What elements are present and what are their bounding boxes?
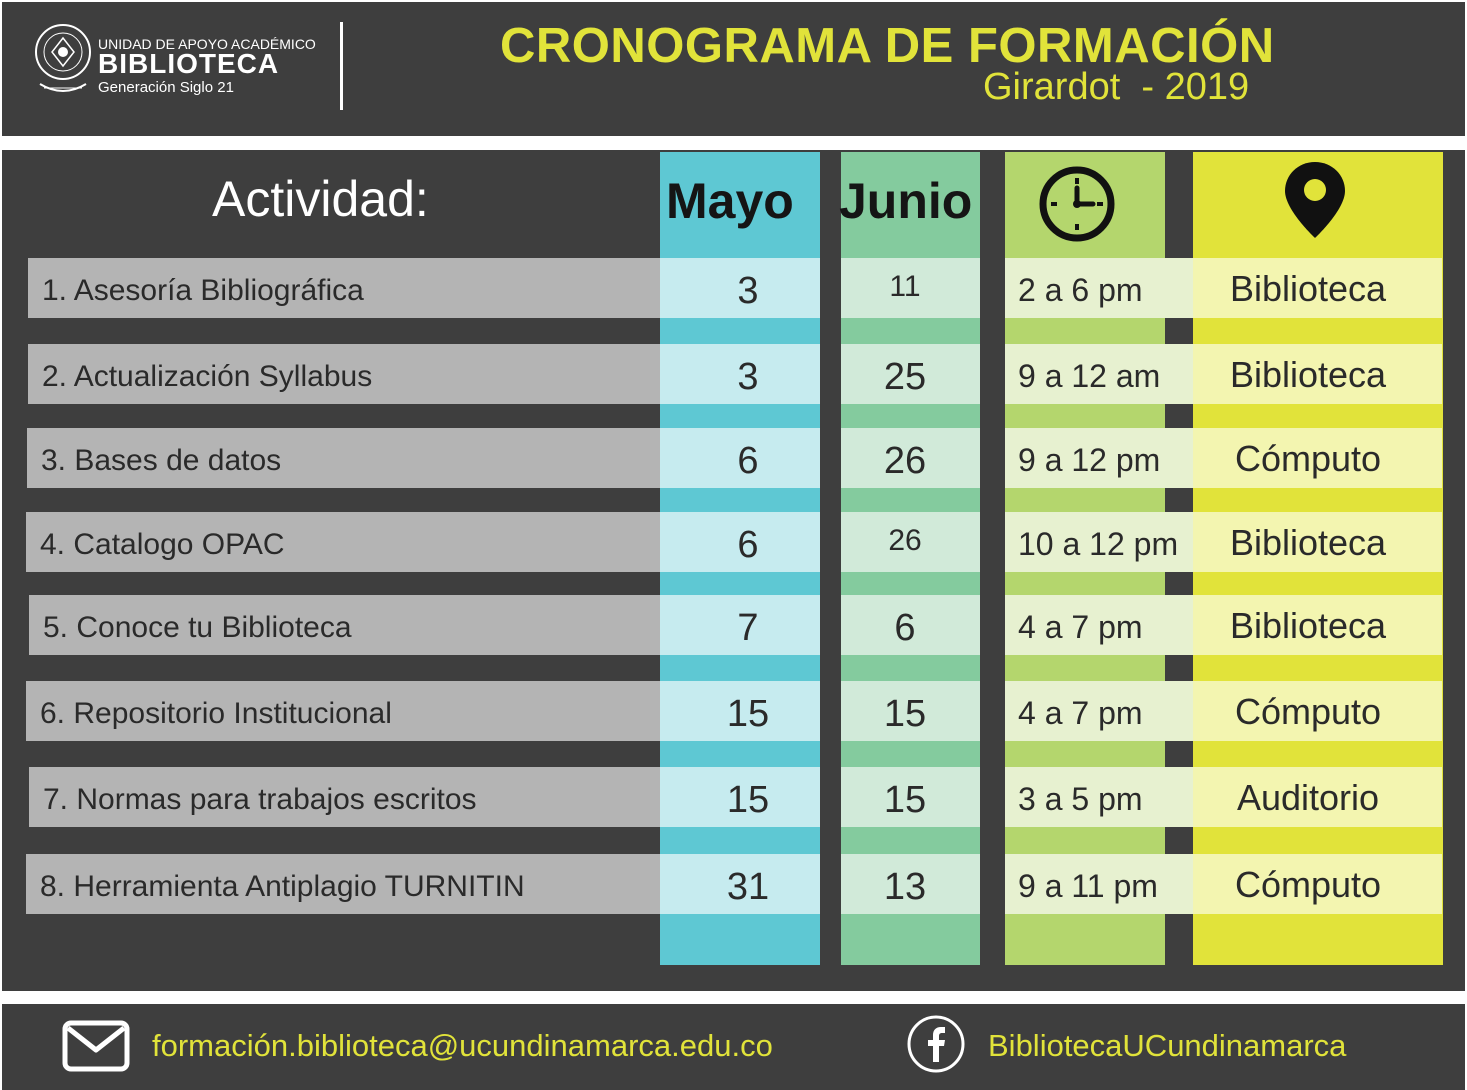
- junio-cell-bg: [841, 767, 980, 827]
- mayo-value: 6: [737, 524, 759, 566]
- junio-value: 6: [894, 607, 916, 649]
- hora-value: 9 a 12 am: [1018, 358, 1161, 394]
- hora-value: 9 a 12 pm: [1018, 442, 1161, 478]
- mayo-value: 15: [726, 693, 770, 735]
- mayo-value: 3: [737, 270, 759, 312]
- mayo-cell-bg: [660, 344, 820, 404]
- activity-row-bg: [29, 767, 660, 827]
- clock-icon: [1039, 166, 1115, 242]
- activity-row-bg: [28, 258, 660, 318]
- header-bar: [2, 2, 1465, 136]
- lugar-value: Cómputo: [1234, 864, 1382, 905]
- email-link[interactable]: formación.biblioteca@ucundinamarca.edu.c…: [152, 1028, 773, 1063]
- activity-row-bg: [29, 595, 660, 655]
- lugar-value: Auditorio: [1236, 777, 1380, 818]
- lugar-value: Cómputo: [1234, 691, 1382, 732]
- activity-name: 4. Catalogo OPAC: [40, 528, 285, 561]
- junio-cell-bg: [841, 258, 980, 318]
- lugar-cell-bg: [1193, 767, 1442, 827]
- university-seal-logo: [35, 24, 91, 92]
- hora-cell-bg: [1005, 767, 1193, 827]
- junio-cell-bg: [841, 428, 980, 488]
- lugar-cell-bg: [1193, 681, 1442, 741]
- logo-unit-text: UNIDAD DE APOYO ACADÉMICO: [98, 36, 316, 52]
- hora-cell-bg: [1005, 258, 1193, 318]
- mayo-cell-bg: [660, 258, 820, 318]
- lugar-cell-bg: [1193, 428, 1442, 488]
- lugar-value: Biblioteca: [1229, 354, 1387, 395]
- hora-value: 3 a 5 pm: [1018, 781, 1143, 817]
- envelope-icon: [62, 1020, 130, 1072]
- lugar-cell-bg: [1193, 512, 1442, 572]
- header-divider: [340, 22, 343, 110]
- mayo-value: 3: [737, 356, 759, 398]
- activity-row-bg: [28, 344, 660, 404]
- mayo-cell-bg: [660, 854, 820, 914]
- activity-name: 3. Bases de datos: [41, 444, 282, 477]
- hora-cell-bg: [1005, 595, 1193, 655]
- lugar-value: Cómputo: [1234, 438, 1382, 479]
- activity-row-bg: [26, 512, 660, 572]
- lugar-cell-bg: [1193, 854, 1442, 914]
- junio-cell-bg: [841, 512, 980, 572]
- lugar-cell-bg: [1193, 595, 1442, 655]
- hora-cell-bg: [1005, 428, 1193, 488]
- lugar-cell-bg: [1193, 344, 1442, 404]
- page-title: CRONOGRAMA DE FORMACIÓN: [500, 19, 1275, 73]
- activity-row-bg: [26, 854, 660, 914]
- activity-row-bg: [27, 428, 660, 488]
- hora-cell-bg: [1005, 344, 1193, 404]
- activity-name: 8. Herramienta Antiplagio TURNITIN: [40, 870, 525, 903]
- activity-name: 7. Normas para trabajos escritos: [43, 783, 477, 816]
- footer-bar: [2, 1004, 1465, 1090]
- logo-subtitle-text: Generación Siglo 21: [98, 79, 234, 96]
- facebook-icon: [907, 1015, 965, 1073]
- junio-cell-bg: [841, 595, 980, 655]
- junio-cell-bg: [841, 344, 980, 404]
- mayo-value: 31: [726, 866, 770, 908]
- lugar-value: Biblioteca: [1229, 522, 1387, 563]
- mayo-value: 15: [726, 779, 770, 821]
- logo-name-text: BIBLIOTECA: [98, 48, 280, 79]
- hora-value: 4 a 7 pm: [1018, 609, 1143, 645]
- mayo-header: Mayo: [666, 173, 794, 229]
- mayo-cell-bg: [660, 767, 820, 827]
- hora-value: 2 a 6 pm: [1018, 272, 1143, 308]
- junio-value: 25: [883, 356, 927, 398]
- junio-value: 26: [888, 524, 922, 557]
- hora-cell-bg: [1005, 512, 1193, 572]
- mayo-cell-bg: [660, 428, 820, 488]
- activity-row-bg: [26, 681, 660, 741]
- mayo-value: 7: [737, 607, 759, 649]
- hora-cell-bg: [1005, 681, 1193, 741]
- location-pin-icon: [1285, 162, 1345, 238]
- activity-name: 1. Asesoría Bibliográfica: [42, 274, 364, 307]
- hora-value: 4 a 7 pm: [1018, 695, 1143, 731]
- junio-value: 13: [883, 866, 927, 908]
- mayo-value: 6: [737, 440, 759, 482]
- activity-name: 2. Actualización Syllabus: [42, 360, 373, 393]
- page-subtitle: Girardot - 2019: [983, 66, 1250, 108]
- mayo-cell-bg: [660, 595, 820, 655]
- junio-header: Junio: [839, 173, 973, 229]
- junio-value: 15: [883, 693, 927, 735]
- lugar-cell-bg: [1193, 258, 1442, 318]
- junio-value: 26: [883, 440, 927, 482]
- junio-cell-bg: [841, 854, 980, 914]
- junio-value: 11: [889, 270, 921, 303]
- mayo-cell-bg: [660, 681, 820, 741]
- mayo-cell-bg: [660, 512, 820, 572]
- junio-value: 15: [883, 779, 927, 821]
- actividad-header: Actividad:: [212, 171, 429, 227]
- activity-name: 6. Repositorio Institucional: [40, 697, 392, 730]
- hora-value: 9 a 11 pm: [1018, 868, 1158, 904]
- hora-value: 10 a 12 pm: [1018, 526, 1179, 562]
- lugar-value: Biblioteca: [1229, 268, 1387, 309]
- junio-cell-bg: [841, 681, 980, 741]
- activity-name: 5. Conoce tu Biblioteca: [43, 611, 352, 644]
- hora-cell-bg: [1005, 854, 1193, 914]
- facebook-link[interactable]: BibliotecaUCundinamarca: [988, 1028, 1347, 1063]
- lugar-value: Biblioteca: [1229, 605, 1387, 646]
